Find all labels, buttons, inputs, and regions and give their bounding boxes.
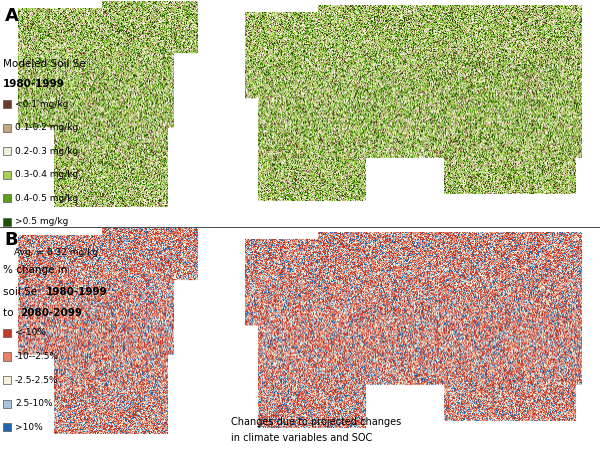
Text: 2.5-10%: 2.5-10% (15, 399, 53, 408)
Text: in climate variables and SOC: in climate variables and SOC (231, 433, 372, 443)
Text: -2.5-2.5%: -2.5-2.5% (15, 376, 59, 385)
Text: 0.2-0.3 mg/kg: 0.2-0.3 mg/kg (15, 147, 78, 156)
Bar (3, 147, 11, 155)
Text: Changes due to projected changes: Changes due to projected changes (231, 417, 401, 427)
Text: A: A (5, 7, 19, 25)
Bar (3, 376, 11, 384)
Bar (3, 124, 11, 132)
Bar (3, 171, 11, 179)
Text: >10%: >10% (15, 423, 43, 432)
Bar (3, 352, 11, 361)
Bar (3, 100, 11, 108)
Text: 0.4-0.5 mg/kg: 0.4-0.5 mg/kg (15, 194, 78, 203)
Text: 1980-1999: 1980-1999 (46, 287, 108, 297)
Text: >0.5 mg/kg: >0.5 mg/kg (15, 217, 68, 226)
Text: <-10%: <-10% (15, 328, 46, 337)
Text: 1980-1999: 1980-1999 (3, 79, 65, 89)
Bar (3, 423, 11, 431)
Text: to: to (3, 308, 17, 318)
Text: % change in: % change in (3, 265, 67, 275)
Bar (3, 218, 11, 226)
Text: <0.1 mg/kg: <0.1 mg/kg (15, 100, 68, 109)
Bar (3, 329, 11, 337)
Text: B: B (5, 231, 19, 249)
Text: -10--2.5%: -10--2.5% (15, 352, 59, 361)
Text: Modeled Soil Se: Modeled Soil Se (3, 59, 86, 69)
Text: 0.1-0.2 mg/kg: 0.1-0.2 mg/kg (15, 123, 78, 132)
Text: 0.3-0.4 mg/kg: 0.3-0.4 mg/kg (15, 170, 78, 179)
Text: 2080-2099: 2080-2099 (20, 308, 82, 318)
Bar (3, 400, 11, 408)
Bar (3, 194, 11, 202)
Text: soil Se: soil Se (3, 287, 40, 297)
Text: Avg. = 0.32 mg/kg: Avg. = 0.32 mg/kg (14, 248, 98, 257)
